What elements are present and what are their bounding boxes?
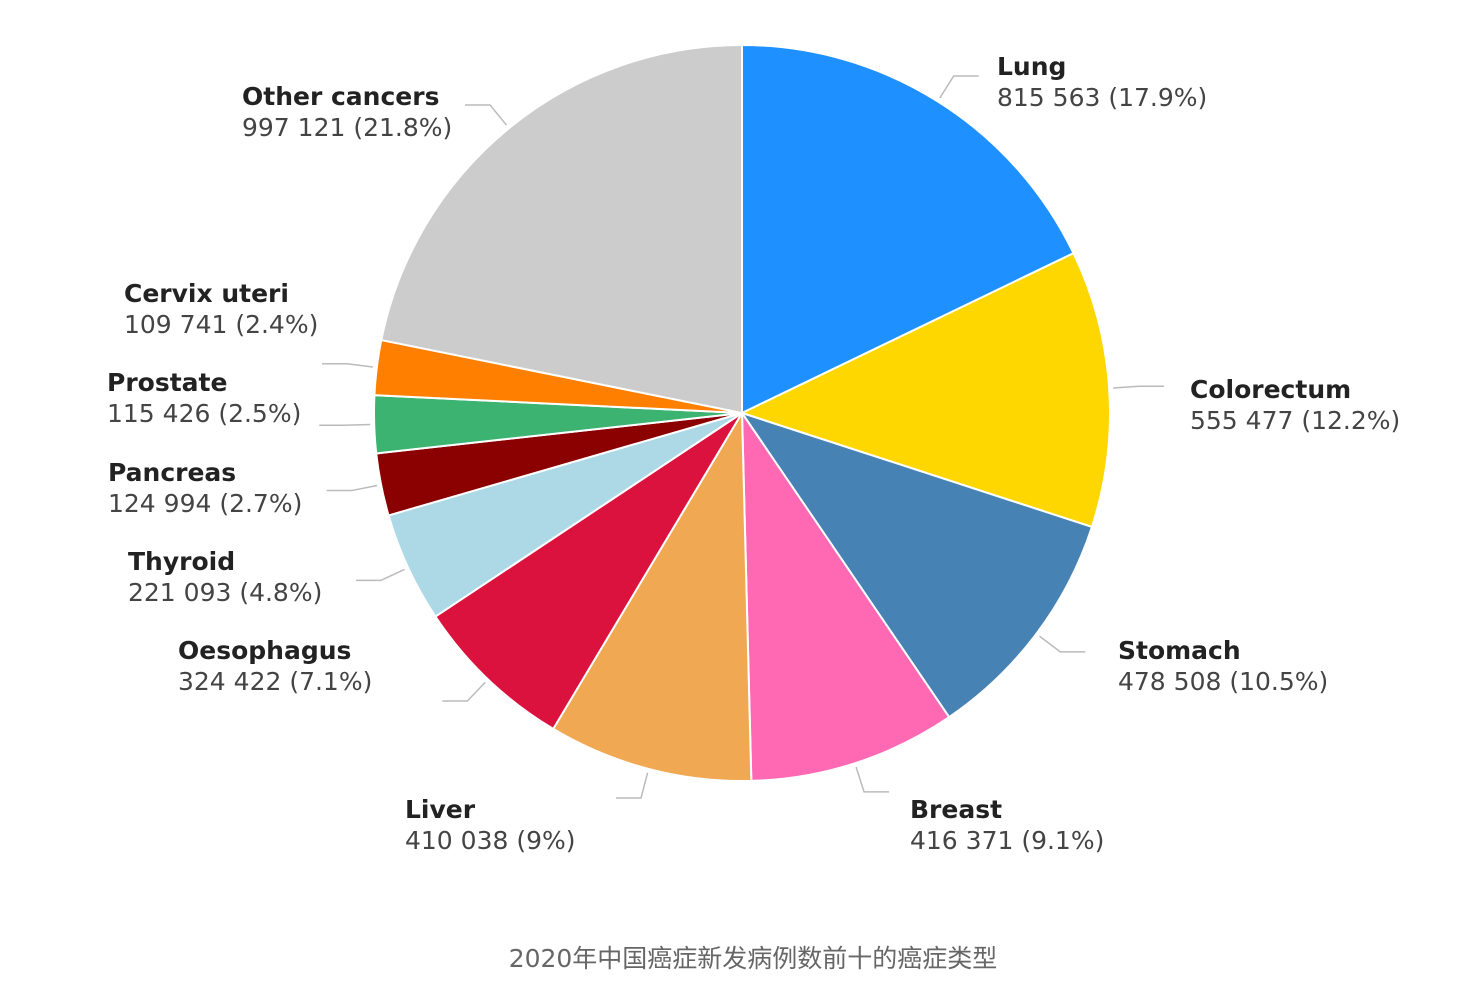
slice-name: Pancreas bbox=[108, 458, 236, 487]
leader-line bbox=[855, 766, 890, 793]
slice-name: Oesophagus bbox=[178, 636, 351, 665]
slice-name: Prostate bbox=[107, 368, 227, 397]
pie-slice bbox=[740, 409, 951, 782]
pie-slice bbox=[380, 43, 743, 415]
slice-value: 109 741 (2.4%) bbox=[124, 310, 318, 339]
slice-value: 124 994 (2.7%) bbox=[108, 489, 302, 518]
slice-name: Colorectum bbox=[1190, 375, 1351, 404]
pie-slice bbox=[551, 409, 753, 782]
slice-value: 478 508 (10.5%) bbox=[1118, 667, 1328, 696]
slice-name: Cervix uteri bbox=[124, 279, 289, 308]
slice-value: 324 422 (7.1%) bbox=[178, 667, 372, 696]
leader-line bbox=[1039, 635, 1086, 653]
slice-value: 997 121 (21.8%) bbox=[242, 113, 452, 142]
leader-line bbox=[319, 423, 371, 427]
leader-line bbox=[616, 772, 649, 799]
leader-line bbox=[464, 104, 508, 126]
slice-value: 115 426 (2.5%) bbox=[107, 399, 301, 428]
slice-value: 410 038 (9%) bbox=[405, 826, 576, 855]
leader-line bbox=[322, 363, 373, 368]
leader-line bbox=[1113, 385, 1165, 389]
slice-name: Liver bbox=[405, 795, 476, 824]
leader-line bbox=[355, 568, 405, 582]
slice-value: 221 093 (4.8%) bbox=[128, 578, 322, 607]
leader-line bbox=[442, 681, 486, 702]
slice-value: 555 477 (12.2%) bbox=[1190, 406, 1400, 435]
slice-value: 815 563 (17.9%) bbox=[997, 83, 1207, 112]
slice-name: Breast bbox=[910, 795, 1002, 824]
pie-slice bbox=[739, 251, 1111, 529]
pie-slice bbox=[434, 412, 743, 731]
pie-slice bbox=[739, 411, 1094, 719]
leader-line bbox=[326, 484, 378, 492]
slice-name: Other cancers bbox=[242, 82, 439, 111]
leader-line bbox=[939, 75, 979, 99]
slice-name: Lung bbox=[997, 52, 1066, 81]
caption: 2020年中国癌症新发病例数前十的癌症类型 bbox=[509, 944, 998, 973]
pie-slice bbox=[741, 43, 1075, 415]
slice-name: Stomach bbox=[1118, 636, 1241, 665]
slice-value: 416 371 (9.1%) bbox=[910, 826, 1104, 855]
slice-name: Thyroid bbox=[128, 547, 235, 576]
